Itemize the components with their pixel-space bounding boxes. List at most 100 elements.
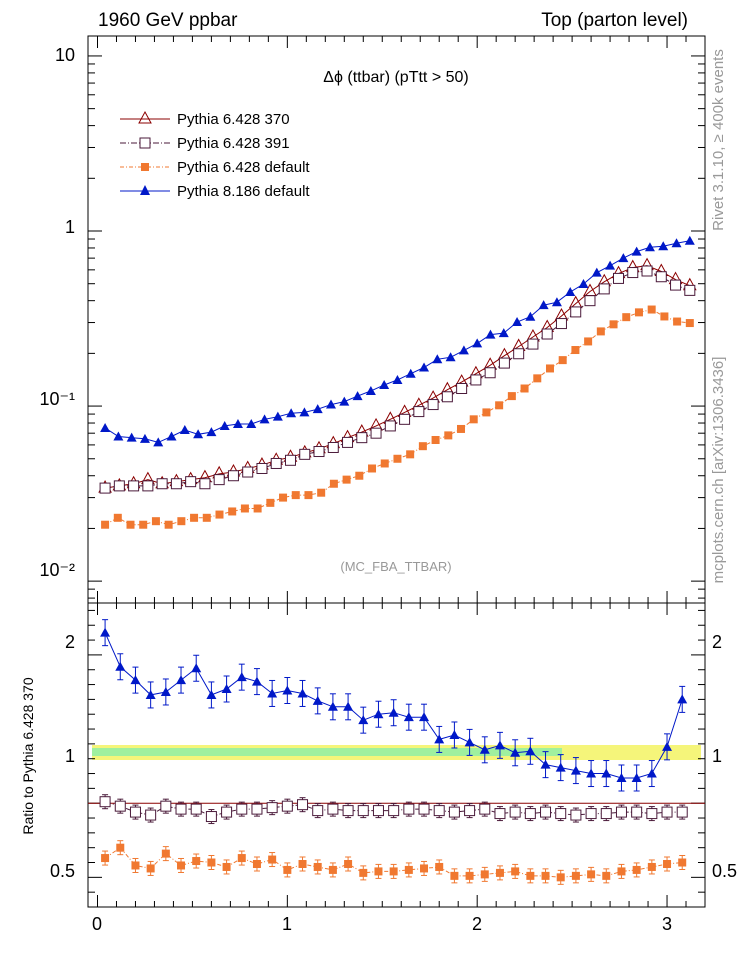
ratio-ylabel: Ratio to Pythia 6.428 370 [20, 677, 36, 834]
point-3-17 [326, 399, 337, 409]
point-2-23 [393, 454, 402, 463]
point-3-32 [525, 311, 536, 321]
point-2-36 [558, 356, 567, 365]
ratio-point-1-4 [160, 800, 172, 812]
legend-label-2: Pythia 6.428 default [177, 159, 310, 176]
point-0-33 [568, 295, 583, 309]
ratio-point-2-5 [177, 861, 186, 870]
ratio-point-2-35 [632, 865, 641, 874]
point-3-40 [631, 246, 642, 256]
point-2-5 [164, 520, 173, 529]
point-2-11 [240, 504, 249, 513]
ratio-point-2-11 [268, 855, 277, 864]
ratio-point-3-12 [282, 685, 293, 695]
ratio-point-3-31 [570, 765, 581, 775]
ratio-point-1-9 [236, 803, 248, 815]
ratio-point-1-37 [661, 806, 673, 818]
legend: Pythia 6.428 370 Pythia 6.428 391 Pythia… [120, 110, 310, 200]
legend-marker-2 [141, 163, 149, 171]
ratio-point-2-16 [344, 859, 353, 868]
point-3-19 [352, 391, 363, 401]
ratio-point-2-37 [663, 859, 672, 868]
point-2-46 [685, 319, 694, 328]
point-1-12 [270, 457, 282, 469]
point-3-30 [498, 328, 509, 338]
point-1-5 [170, 478, 182, 490]
point-1-37 [627, 267, 639, 279]
ratio-point-1-24 [464, 805, 476, 817]
point-2-27 [444, 431, 453, 440]
ratio-point-1-25 [479, 803, 491, 815]
ratio-ytick-label-r2: 2 [712, 632, 722, 652]
ratio-point-1-30 [555, 808, 567, 820]
ratio-point-2-36 [647, 862, 656, 871]
ratio-point-1-29 [540, 806, 552, 818]
point-3-29 [485, 329, 496, 339]
ratio-point-1-20 [403, 803, 415, 815]
series-line-2 [104, 308, 690, 526]
point-2-24 [406, 450, 415, 459]
point-3-11 [246, 418, 257, 428]
ratio-point-2-9 [237, 854, 246, 863]
point-1-28 [498, 357, 510, 369]
point-1-0 [99, 482, 111, 494]
point-3-25 [432, 354, 443, 364]
ratio-ytick-label-0: 0.5 [50, 861, 75, 881]
point-1-25 [456, 382, 468, 394]
point-3-13 [272, 411, 283, 421]
ratio-point-3-35 [631, 772, 642, 782]
ratio-point-3-25 [479, 744, 490, 754]
ratio-point-1-33 [600, 808, 612, 820]
legend-marker-3 [140, 185, 150, 195]
xtick-label-1: 1 [282, 914, 292, 934]
point-3-6 [179, 424, 190, 434]
ratio-point-1-3 [145, 809, 157, 821]
point-2-41 [622, 313, 631, 322]
ratio-ytick-label-2: 2 [65, 632, 75, 652]
point-3-37 [591, 267, 602, 277]
point-2-1 [113, 513, 122, 522]
point-3-18 [339, 396, 350, 406]
ratio-point-1-13 [297, 799, 309, 811]
xtick-label-0: 0 [92, 914, 102, 934]
ratio-point-3-38 [677, 694, 688, 704]
point-3-27 [458, 345, 469, 355]
point-1-9 [227, 470, 239, 482]
point-1-20 [384, 420, 396, 432]
ratio-point-2-7 [207, 858, 216, 867]
ratio-point-3-22 [434, 734, 445, 744]
point-3-23 [405, 368, 416, 378]
ratio-point-2-6 [192, 857, 201, 866]
point-3-24 [419, 362, 430, 372]
point-1-29 [513, 348, 525, 360]
ratio-point-2-14 [313, 862, 322, 871]
axis-ticks [88, 36, 705, 907]
ratio-point-2-38 [678, 858, 687, 867]
ratio-point-3-0 [100, 627, 111, 637]
ratio-point-2-20 [404, 865, 413, 874]
ratio-point-1-32 [585, 808, 597, 820]
ratio-point-3-23 [449, 729, 460, 739]
point-3-5 [166, 431, 177, 441]
point-1-34 [584, 295, 596, 307]
ratio-point-3-6 [191, 663, 202, 673]
ratio-point-1-2 [129, 806, 141, 818]
ratio-point-1-8 [221, 806, 233, 818]
point-1-31 [541, 328, 553, 340]
point-2-17 [317, 488, 326, 497]
ratio-point-1-18 [372, 805, 384, 817]
ratio-point-3-29 [540, 759, 551, 769]
point-2-8 [202, 513, 211, 522]
ratio-point-3-5 [176, 675, 187, 685]
ratio-ytick-label-1: 1 [65, 746, 75, 766]
point-1-16 [327, 441, 339, 453]
ratio-frame [87, 602, 706, 908]
point-3-16 [312, 404, 323, 414]
ratio-point-2-33 [602, 871, 611, 880]
point-1-24 [441, 391, 453, 403]
ratio-point-1-34 [615, 806, 627, 818]
ratio-point-3-33 [601, 768, 612, 778]
point-3-12 [259, 414, 270, 424]
point-2-26 [431, 435, 440, 444]
ratio-point-3-11 [267, 688, 278, 698]
